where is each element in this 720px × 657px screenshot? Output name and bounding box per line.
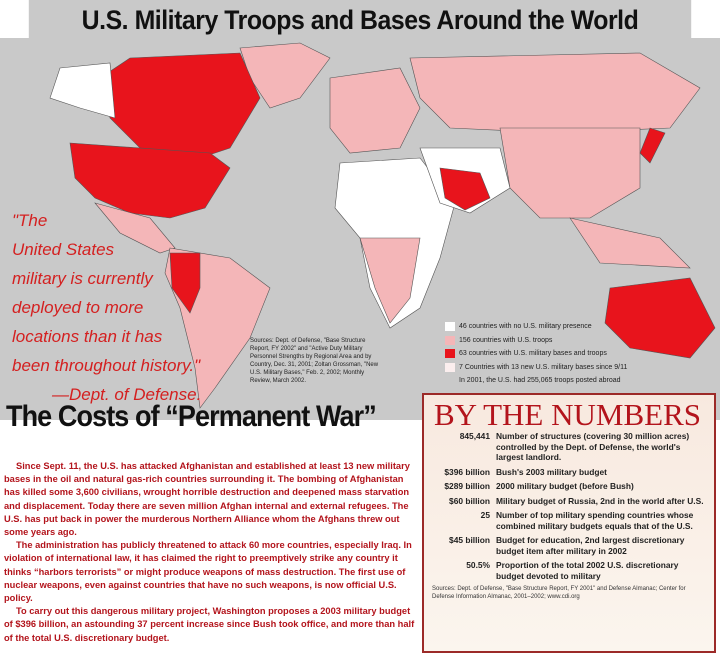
by-the-numbers-box: BY THE NUMBERS 845,441 Number of structur… xyxy=(422,393,716,653)
numbers-row: $60 billion Military budget of Russia, 2n… xyxy=(432,496,706,507)
numbers-row: $289 billion 2000 military budget (before… xyxy=(432,481,706,492)
number-value: 50.5% xyxy=(466,560,490,570)
paragraph: The administration has publicly threaten… xyxy=(4,540,412,604)
number-description: Proportion of the total 2002 U.S. discre… xyxy=(496,560,679,581)
canada xyxy=(99,52,261,159)
southeast-asia xyxy=(569,217,691,269)
legend-swatch xyxy=(445,335,455,345)
number-description: Number of structures (covering 30 millio… xyxy=(496,431,690,462)
quote-line: been throughout history." xyxy=(12,356,201,375)
numbers-row: 845,441 Number of structures (covering 30… xyxy=(432,431,706,463)
legend-swatch xyxy=(445,362,455,372)
australia xyxy=(604,277,716,359)
alaska xyxy=(49,62,116,119)
number-description: Military budget of Russia, 2nd in the wo… xyxy=(496,495,704,506)
legend-item: 156 countries with U.S. troops xyxy=(445,334,627,348)
dod-quote: "The United States military is currently… xyxy=(12,206,222,409)
number-description: Budget for education, 2nd largest discre… xyxy=(496,535,685,556)
legend-label: In 2001, the U.S. had 255,065 troops pos… xyxy=(459,377,621,385)
quote-line: military is currently xyxy=(12,269,153,288)
europe xyxy=(329,67,421,154)
legend-label: 63 countries with U.S. military bases an… xyxy=(459,350,607,358)
numbers-row: 25 Number of top military spending countr… xyxy=(432,510,706,531)
russia xyxy=(409,52,701,134)
legend-swatch xyxy=(445,376,455,385)
numbers-row: 50.5% Proportion of the total 2002 U.S. d… xyxy=(432,560,706,581)
number-value: $289 billion xyxy=(444,481,490,491)
saudi-arabia xyxy=(439,167,491,211)
colombia-peru xyxy=(169,252,201,314)
number-description: Number of top military spending countrie… xyxy=(496,510,694,531)
japan xyxy=(639,127,666,164)
quote-line: locations than it has xyxy=(12,327,163,346)
paragraph: To carry out this dangerous military pro… xyxy=(4,606,415,643)
numbers-row: $45 billion Budget for education, 2nd lar… xyxy=(432,535,706,556)
legend-label: 156 countries with U.S. troops xyxy=(459,336,553,344)
numbers-row: $396 billion Bush's 2003 military budget xyxy=(432,467,706,478)
legend-label: 46 countries with no U.S. military prese… xyxy=(459,323,592,331)
legend-label: 7 Countries with 13 new U.S. military ba… xyxy=(459,363,628,371)
mexico xyxy=(94,202,176,254)
number-value: 25 xyxy=(480,510,490,520)
map-sources: Sources: Dept. of Defense, "Base Structu… xyxy=(250,338,379,384)
quote-line: deployed to more xyxy=(12,298,144,317)
number-description: 2000 military budget (before Bush) xyxy=(496,481,634,491)
legend-item: In 2001, the U.S. had 255,065 troops pos… xyxy=(445,374,627,388)
numbers-heading: BY THE NUMBERS xyxy=(434,397,701,432)
numbers-sources: Sources: Dept. of Defense, "Base Structu… xyxy=(432,586,686,600)
legend-item: 63 countries with U.S. military bases an… xyxy=(445,347,627,361)
map-graphic xyxy=(49,42,716,409)
number-value: $60 billion xyxy=(449,495,490,506)
quote-attribution: —Dept. of Defense. xyxy=(52,385,202,404)
legend-swatch xyxy=(445,322,455,332)
legend-item: 7 Countries with 13 new U.S. military ba… xyxy=(445,361,627,375)
world-map: "The United States military is currently… xyxy=(0,38,720,420)
costs-heading: The Costs of “Permanent War” xyxy=(6,400,377,433)
asia xyxy=(499,127,641,219)
costs-article: Since Sept. 11, the U.S. has attacked Af… xyxy=(4,460,416,645)
number-description: Bush's 2003 military budget xyxy=(496,466,607,477)
quote-line: United States xyxy=(12,240,115,259)
legend-item: 46 countries with no U.S. military prese… xyxy=(445,320,627,334)
usa xyxy=(69,142,231,219)
paragraph: Since Sept. 11, the U.S. has attacked Af… xyxy=(4,461,410,538)
number-value: $396 billion xyxy=(444,466,490,477)
number-value: $45 billion xyxy=(449,535,490,545)
number-value: 845,441 xyxy=(459,431,490,441)
page-title: U.S. Military Troops and Bases Around th… xyxy=(28,0,692,40)
quote-line: "The xyxy=(12,211,48,230)
legend-swatch xyxy=(445,349,455,359)
africa-troops xyxy=(359,237,421,324)
map-legend: 46 countries with no U.S. military prese… xyxy=(445,320,627,388)
